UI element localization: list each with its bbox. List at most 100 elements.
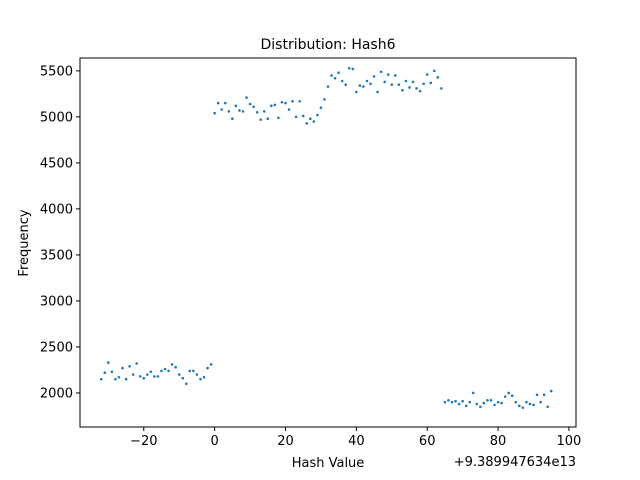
data-point xyxy=(493,403,496,407)
x-axis-offset-label: +9.389947634e13 xyxy=(454,455,576,470)
data-point xyxy=(110,370,114,374)
data-point xyxy=(163,367,167,371)
data-point xyxy=(351,67,355,71)
data-point xyxy=(454,399,457,403)
data-point xyxy=(156,375,160,378)
data-point xyxy=(457,402,461,406)
data-point xyxy=(128,364,131,368)
data-point xyxy=(142,376,146,380)
data-point xyxy=(135,362,138,365)
y-axis-label: Frequency xyxy=(17,209,32,276)
data-point xyxy=(245,96,248,99)
x-axis-label: Hash Value xyxy=(292,456,365,471)
x-tick-label: 0 xyxy=(210,434,218,449)
data-point xyxy=(227,110,231,113)
plot-area-frame xyxy=(79,57,577,428)
x-tick-label: 60 xyxy=(419,434,436,449)
data-point xyxy=(238,109,241,112)
y-tick-label: 4500 xyxy=(40,156,73,171)
data-point xyxy=(114,377,117,381)
data-point xyxy=(308,117,312,121)
data-point xyxy=(216,101,220,105)
data-point xyxy=(234,104,238,108)
data-point xyxy=(287,108,291,111)
x-tick-label: 100 xyxy=(557,434,582,449)
data-point xyxy=(471,391,475,395)
data-point xyxy=(355,90,358,94)
y-tick-label: 2500 xyxy=(40,340,73,355)
data-point xyxy=(436,76,440,79)
data-point xyxy=(138,375,142,378)
data-point xyxy=(323,98,326,101)
data-point xyxy=(362,85,365,88)
data-point xyxy=(425,73,429,76)
data-point xyxy=(486,399,489,402)
data-point xyxy=(319,106,323,109)
y-axis-ticks: 2000 2500 3000 3500 4000 4500 5000 5500 xyxy=(40,64,80,401)
x-tick-label: 20 xyxy=(277,434,294,449)
y-tick-label: 4000 xyxy=(40,202,73,217)
data-point xyxy=(294,115,298,119)
data-point xyxy=(394,74,397,77)
data-point xyxy=(383,80,386,84)
data-point xyxy=(542,393,546,397)
data-point xyxy=(184,382,188,386)
data-point xyxy=(418,89,422,93)
data-point xyxy=(202,376,206,379)
data-point xyxy=(330,74,333,77)
data-point xyxy=(525,400,528,404)
data-point xyxy=(372,75,376,78)
data-point xyxy=(507,391,510,395)
data-point xyxy=(177,373,181,376)
data-point xyxy=(510,394,514,398)
y-tick-label: 3000 xyxy=(40,294,73,309)
data-point xyxy=(248,102,252,106)
data-point xyxy=(549,389,553,393)
data-point xyxy=(117,376,121,379)
data-point xyxy=(192,369,195,373)
data-point xyxy=(103,371,107,375)
data-point xyxy=(199,377,202,381)
data-point xyxy=(386,73,390,76)
y-tick-label: 3500 xyxy=(40,248,73,263)
data-point xyxy=(440,87,443,90)
data-point xyxy=(496,400,500,404)
data-point xyxy=(280,100,284,104)
x-tick-label: 40 xyxy=(348,434,365,449)
data-point xyxy=(432,69,436,73)
data-point xyxy=(298,99,301,103)
data-point xyxy=(195,373,199,376)
data-point xyxy=(121,366,124,370)
data-point xyxy=(408,86,411,89)
data-point xyxy=(223,101,227,105)
data-point xyxy=(255,110,259,114)
chart-title: Distribution: Hash6 xyxy=(260,37,395,53)
data-point xyxy=(546,405,549,409)
data-point xyxy=(514,400,518,404)
x-tick-label: −20 xyxy=(130,434,157,449)
data-point xyxy=(213,111,216,115)
data-point xyxy=(347,66,351,70)
data-point xyxy=(259,118,262,121)
data-point xyxy=(447,399,450,402)
data-point xyxy=(518,404,521,408)
data-point xyxy=(312,120,316,123)
data-point xyxy=(149,370,153,374)
data-point xyxy=(390,83,394,86)
data-point xyxy=(301,114,305,118)
data-point xyxy=(206,366,209,370)
data-point xyxy=(262,110,266,113)
data-point xyxy=(503,395,507,398)
data-point xyxy=(365,79,369,83)
data-point xyxy=(231,117,234,121)
data-point xyxy=(124,377,128,381)
data-point xyxy=(489,399,493,402)
data-point xyxy=(333,76,337,80)
data-point xyxy=(479,405,482,409)
data-point xyxy=(160,369,163,373)
data-points xyxy=(99,66,553,409)
data-point xyxy=(464,404,468,408)
data-point xyxy=(450,400,454,404)
data-point xyxy=(340,79,344,83)
